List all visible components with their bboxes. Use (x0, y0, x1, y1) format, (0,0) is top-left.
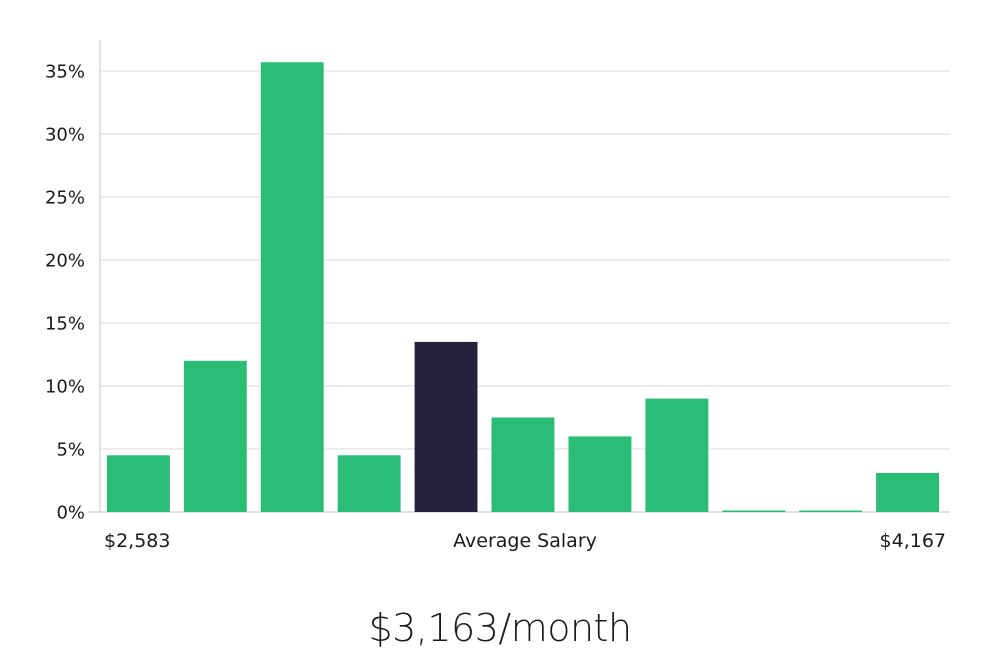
bar-11 (876, 472, 939, 512)
bar-2 (183, 360, 247, 512)
y-tick-label: 35% (45, 62, 85, 83)
x-label-min: $2,583 (104, 530, 170, 552)
y-tick-label: 5% (56, 440, 85, 461)
bar-8 (645, 398, 709, 512)
x-label-average: Average Salary (453, 530, 597, 552)
salary-histogram: 0% 5% 10% 15% 20% 25% 30% 35% $2,583 Average Sa… (45, 40, 950, 552)
x-label-max: $4,167 (880, 530, 946, 552)
y-tick-label: 10% (45, 377, 85, 398)
bar-average-salary (414, 341, 478, 512)
y-tick-label: 15% (45, 314, 85, 335)
bar-10 (799, 510, 863, 512)
bar-6 (491, 417, 555, 512)
y-tick-label: 20% (45, 251, 85, 272)
bar-1 (107, 455, 170, 512)
bar-4 (337, 455, 401, 512)
bars (107, 62, 939, 512)
bar-7 (568, 436, 632, 512)
bar-3 (260, 62, 324, 512)
y-tick-labels: 0% 5% 10% 15% 20% 25% 30% 35% (45, 62, 85, 524)
y-tick-label: 25% (45, 188, 85, 209)
average-salary-value: $3,163/month (368, 606, 632, 650)
y-tick-label: 30% (45, 125, 85, 146)
bar-9 (722, 510, 786, 512)
y-tick-label: 0% (56, 503, 85, 524)
